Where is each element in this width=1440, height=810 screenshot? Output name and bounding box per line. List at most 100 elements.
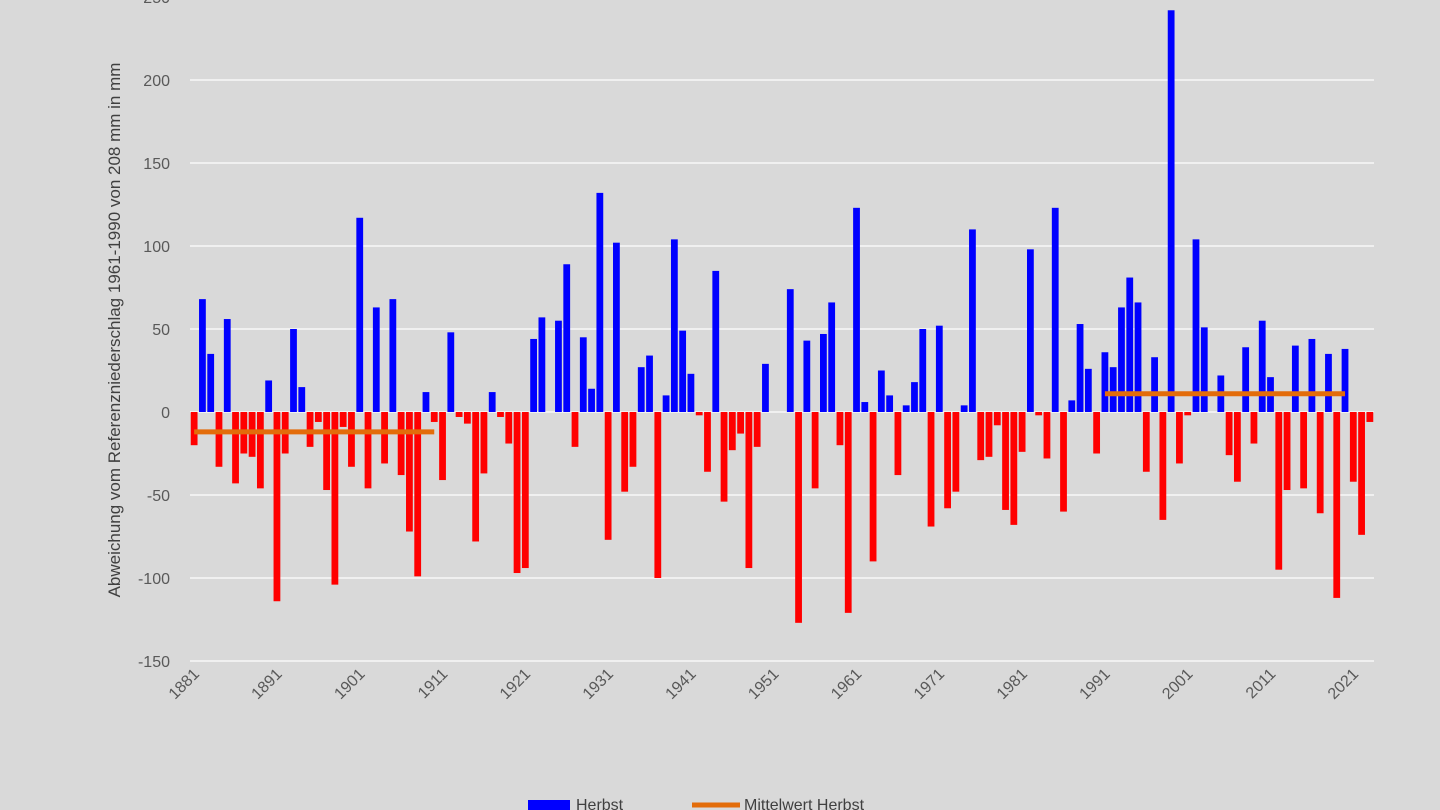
bar-1881 [190, 412, 198, 446]
bar-2006 [1225, 412, 1233, 456]
bar-2020 [1341, 348, 1349, 412]
bar-1915 [472, 412, 480, 542]
bar-1933 [621, 412, 629, 492]
bar-1948 [745, 412, 753, 569]
bar-1932 [613, 242, 620, 412]
bar-1907 [406, 412, 413, 532]
bar-1893 [290, 329, 297, 412]
bar-1953 [786, 289, 794, 412]
bar-1991 [1101, 352, 1109, 412]
bar-1908 [414, 412, 422, 577]
bar-2003 [1200, 327, 1208, 412]
bar-1999 [1167, 10, 1175, 413]
x-tick-label: 2001 [1159, 666, 1196, 703]
bar-2017 [1316, 412, 1324, 514]
x-tick-label: 1891 [249, 666, 286, 703]
bar-1884 [215, 412, 223, 467]
x-tick-label: 1981 [994, 666, 1031, 703]
bar-1894 [298, 387, 306, 412]
bar-1965 [886, 395, 894, 412]
bar-1934 [629, 412, 637, 467]
bar-1943 [704, 412, 711, 472]
bar-2019 [1333, 412, 1341, 598]
bar-1986 [1060, 412, 1067, 512]
bar-1918 [497, 412, 504, 417]
bar-1947 [737, 412, 744, 434]
y-tick-label: -150 [138, 654, 170, 671]
bar-1956 [811, 412, 819, 489]
bar-2015 [1300, 412, 1308, 489]
bar-1883 [207, 353, 215, 412]
bar-1945 [720, 412, 728, 502]
bar-1972 [944, 412, 951, 509]
bar-1966 [894, 412, 902, 476]
bar-1916 [480, 412, 488, 474]
bar-1911 [439, 412, 446, 481]
bar-1917 [488, 392, 496, 412]
y-tick-label: 250 [143, 0, 170, 7]
bar-1975 [969, 229, 976, 412]
legend-label-herbst: Herbst [576, 797, 624, 810]
y-tick-label: -100 [138, 571, 170, 588]
bar-1910 [430, 412, 438, 422]
bar-1928 [579, 337, 587, 412]
bar-1988 [1076, 324, 1084, 412]
bar-1974 [960, 405, 968, 412]
bar-1957 [820, 333, 827, 412]
bar-1993 [1118, 307, 1125, 412]
bar-1970 [927, 412, 935, 527]
bar-2009 [1250, 412, 1258, 444]
bar-1931 [604, 412, 612, 540]
bar-1936 [646, 355, 653, 412]
bar-1942 [695, 412, 703, 416]
bar-1885 [223, 319, 231, 412]
bar-1930 [596, 192, 604, 412]
bar-1944 [712, 270, 720, 412]
bar-2014 [1291, 345, 1299, 412]
bar-1909 [422, 392, 430, 412]
bar-1955 [803, 340, 811, 412]
y-tick-label: 100 [143, 239, 170, 256]
bar-1981 [1018, 412, 1026, 452]
bar-1967 [902, 405, 910, 412]
bar-1897 [323, 412, 331, 491]
bar-2002 [1192, 239, 1200, 412]
legend-swatch-herbst [528, 800, 570, 810]
bar-1902 [364, 412, 372, 489]
x-tick-labels: 1881 1891 1901 1911 1921 1931 1941 1951 1961 1971… [166, 666, 1362, 703]
bar-1960 [844, 412, 852, 613]
bar-1987 [1068, 400, 1076, 412]
bar-1903 [372, 307, 380, 412]
bar-1920 [513, 412, 521, 574]
bar-1997 [1151, 357, 1158, 412]
bar-1990 [1093, 412, 1101, 454]
bar-1886 [232, 412, 239, 484]
y-tick-labels: -150 -100 -50 0 50 100 150 200 250 [138, 0, 170, 671]
y-tick-label: 0 [161, 405, 170, 422]
bar-1912 [447, 332, 455, 412]
legend-label-mittelwert: Mittelwert Herbst [744, 797, 865, 810]
x-tick-label: 1991 [1077, 666, 1114, 703]
bar-1983 [1035, 412, 1043, 416]
x-tick-label: 1911 [415, 666, 451, 702]
bar-1980 [1010, 412, 1018, 525]
bar-1998 [1159, 412, 1167, 520]
bar-1961 [853, 207, 860, 412]
y-tick-label: 50 [152, 322, 170, 339]
bar-1949 [753, 412, 761, 447]
bar-2007 [1233, 412, 1241, 482]
bar-2013 [1283, 412, 1291, 491]
bar-1905 [389, 299, 397, 412]
bar-1882 [199, 299, 206, 412]
bar-1992 [1109, 367, 1117, 412]
bar-1946 [728, 412, 736, 451]
bar-1971 [935, 325, 943, 412]
bar-1889 [256, 412, 264, 489]
bar-1904 [381, 412, 388, 464]
bar-1954 [795, 412, 802, 623]
bar-1959 [836, 412, 844, 446]
mean-lines [194, 391, 1346, 435]
bar-1896 [314, 412, 322, 422]
bar-1939 [670, 239, 678, 412]
